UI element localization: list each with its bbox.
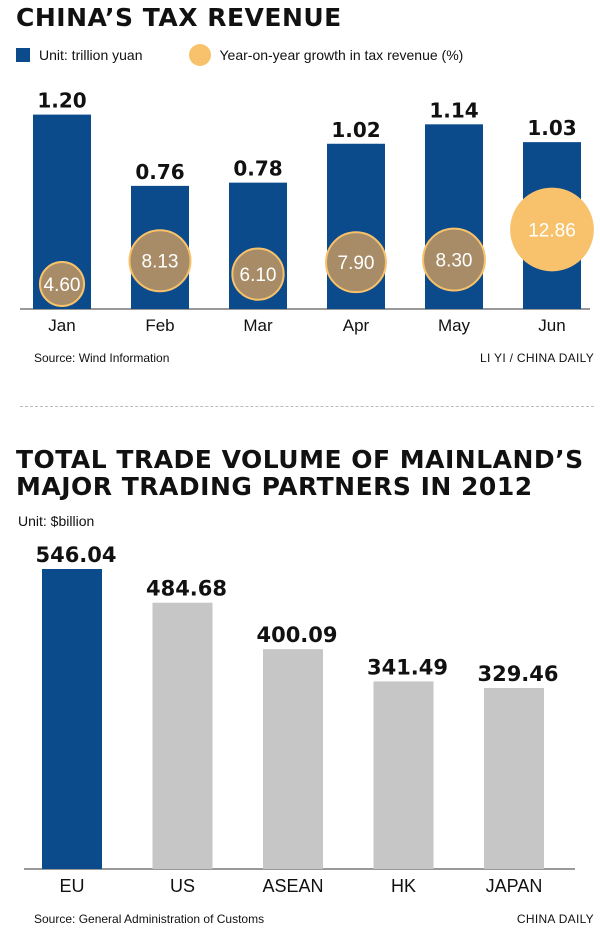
source-note: Source: Wind Information [34,351,170,365]
x-tick-label: US [170,876,195,896]
growth-bubble-mar [231,247,285,301]
bar-value-label: 1.20 [37,89,86,113]
bar-value-label: 400.09 [256,623,337,647]
legend-bar-swatch [16,48,30,62]
legend-bubble-swatch [188,44,211,66]
bar-value-label: 546.04 [35,543,116,567]
bar-asean [263,649,323,869]
bar-value-label: 0.76 [135,160,184,184]
x-tick-label: May [438,316,471,335]
bar-value-label: 1.14 [429,98,478,122]
chart-title-2: TOTAL TRADE VOLUME OF MAINLAND’S MAJOR T… [16,445,584,501]
bar-value-label: 484.68 [146,577,227,601]
bar-value-label: 341.49 [367,655,448,679]
growth-bubble-apr [325,231,387,294]
bar-value-label: 1.03 [527,116,576,140]
source-note-2: Source: General Administration of Custom… [34,912,265,926]
x-tick-label: EU [59,876,84,896]
x-tick-label: Mar [243,316,273,335]
credit-note-2: CHINA DAILY [516,912,594,926]
growth-value-label: 7.90 [338,253,375,274]
legend-bar-label: Unit: trillion yuan [39,47,143,63]
growth-value-label: 4.60 [44,275,81,296]
growth-bubble-jan [38,260,86,308]
section-divider [20,406,594,407]
growth-bubble-may [422,227,486,292]
tax-revenue-chart: 1.20 Jan 0.76 Feb 0.78 Mar 1.02 Apr 1.14 May 1.03 J… [20,89,594,335]
bar-value-label: 0.78 [233,157,282,181]
growth-value-label: 6.10 [240,265,277,286]
legend-bubble-label: Year-on-year growth in tax revenue (%) [219,47,464,63]
growth-value-label: 12.86 [528,220,576,241]
x-tick-label: Jun [538,316,565,335]
bar-japan [484,687,544,869]
growth-value-label: 8.13 [142,252,179,273]
x-tick-label: Jan [48,316,75,335]
x-tick-label: JAPAN [486,876,543,896]
x-tick-label: Feb [145,316,174,335]
x-tick-label: Apr [343,316,370,335]
bar-value-label: 329.46 [477,662,558,686]
bar-hk [373,681,434,869]
credit-note: LI YI / CHINA DAILY [480,351,594,365]
unit-label: Unit: $billion [18,513,95,529]
x-tick-label: ASEAN [262,876,323,896]
bar-eu [42,569,102,869]
chart-title: CHINA’S TAX REVENUE [16,3,342,32]
growth-value-label: 8.30 [436,251,473,272]
trade-volume-chart: 546.04 EU 484.68 US 400.09 ASEAN 341.49 HK 329.4… [24,543,575,896]
x-tick-label: HK [391,876,416,896]
bar-value-label: 1.02 [331,118,380,142]
growth-bubble-feb [128,229,192,293]
bar-us [152,602,213,869]
growth-bubble-jun [510,187,594,272]
legend: Unit: trillion yuan Year-on-year growth … [16,44,463,66]
